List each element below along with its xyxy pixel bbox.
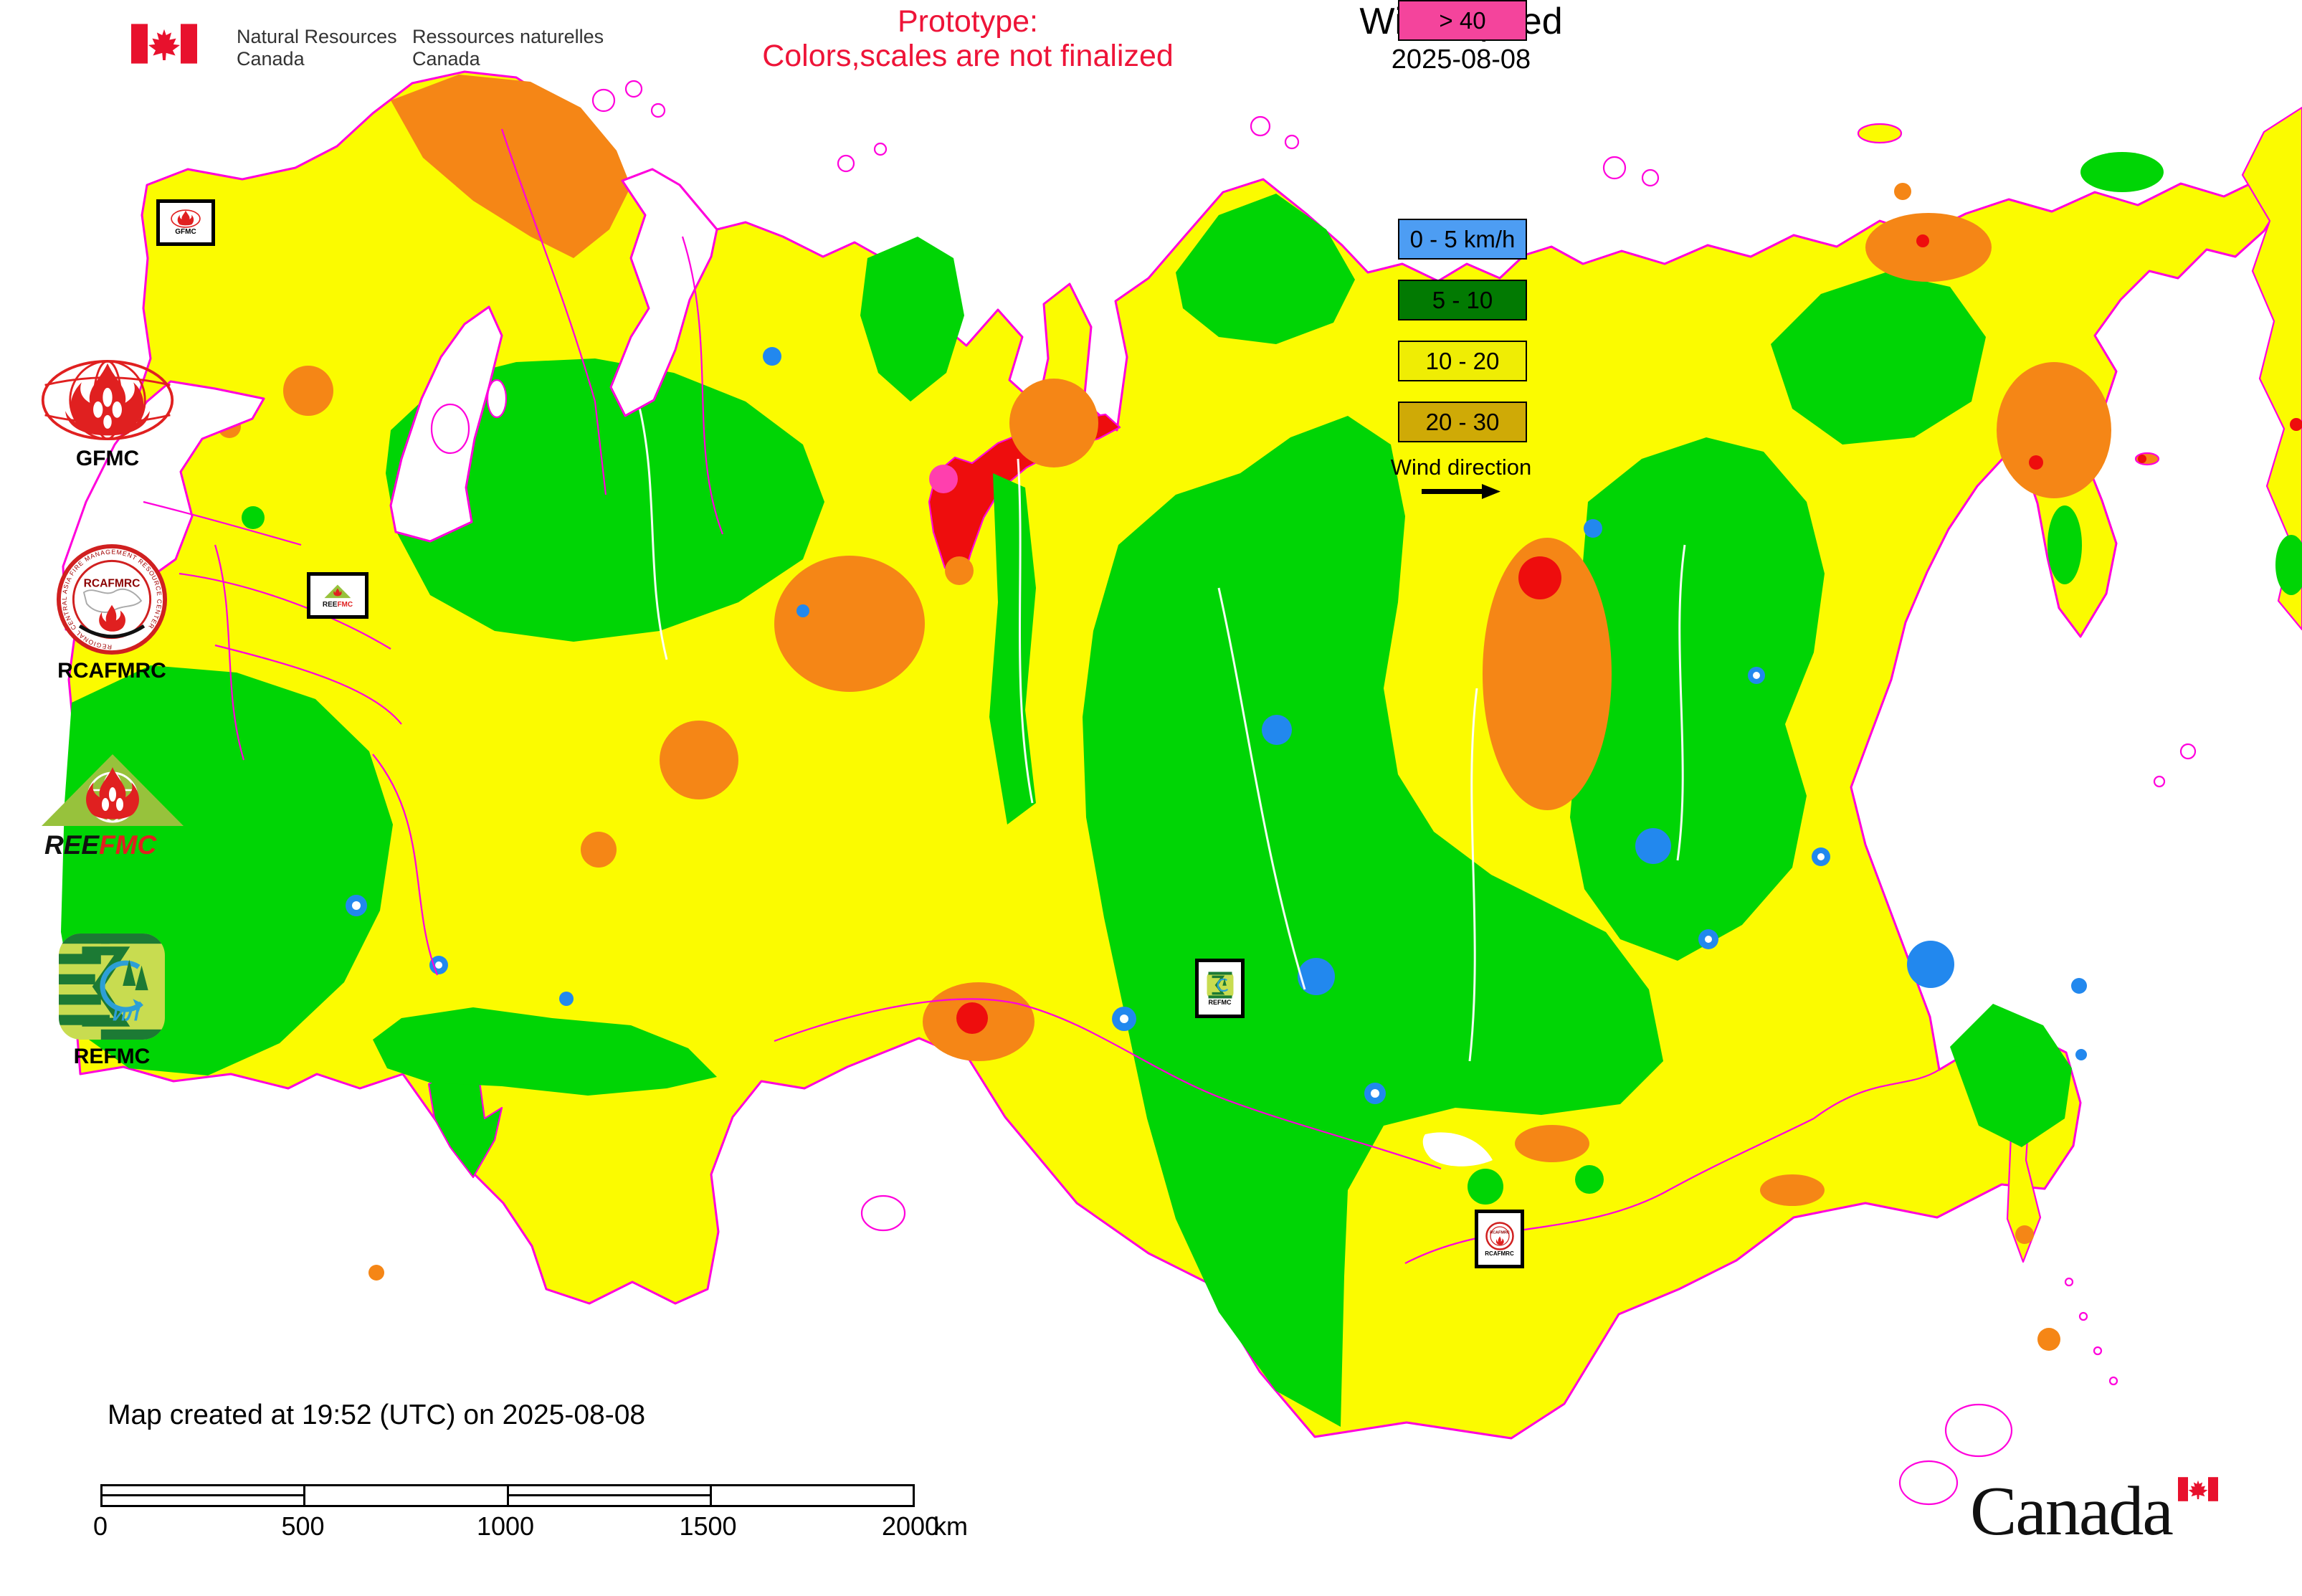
map-marker-refmc: REFMC bbox=[1195, 959, 1245, 1018]
legend-item-20-30: 20 - 30 bbox=[1398, 402, 1527, 442]
sea-and-lakes bbox=[62, 80, 2197, 1506]
rivers bbox=[637, 401, 1686, 1062]
gfmc-logo: GFMC bbox=[39, 357, 176, 471]
map-marker-reefmc: REEFMC bbox=[307, 572, 368, 619]
legend-item-label: 0 - 5 km/h bbox=[1409, 225, 1516, 252]
legend-item-label: 10 - 20 bbox=[1425, 347, 1500, 374]
reefmc-mini-icon bbox=[324, 584, 351, 599]
scale-unit: km bbox=[933, 1511, 968, 1541]
svg-text:RCAFMRC: RCAFMRC bbox=[84, 577, 141, 589]
gfmc-globe-flame-icon bbox=[41, 359, 174, 441]
canada-wordmark-flag-icon bbox=[2177, 1477, 2218, 1501]
scale-tick: 500 bbox=[281, 1511, 325, 1541]
rcafmrc-mini-icon: RCAFMRC bbox=[1485, 1221, 1514, 1250]
map-marker-label: RCAFMRC bbox=[1485, 1250, 1514, 1257]
map-marker-rcafmrc: RCAFMRC RCAFMRC bbox=[1475, 1210, 1524, 1268]
svg-text:RCAFMRC: RCAFMRC bbox=[1490, 1230, 1510, 1235]
canada-wordmark-text: Canada bbox=[1970, 1473, 2174, 1550]
reefmc-logo: REEFMC bbox=[36, 751, 190, 863]
map-marker-label: REE bbox=[322, 601, 338, 609]
legend-item-10-20: 10 - 20 bbox=[1398, 341, 1527, 381]
legend-item-5-10: 5 - 10 bbox=[1398, 280, 1527, 320]
scale-tick: 0 bbox=[92, 1511, 108, 1541]
agency-name-fr: Ressources naturelles Canada bbox=[412, 26, 604, 70]
refmc-sigma-icon: ИЛ bbox=[59, 934, 165, 1040]
legend-date: 2025-08-08 bbox=[1391, 44, 1531, 75]
map-created-timestamp: Map created at 19:52 (UTC) on 2025-08-08 bbox=[108, 1400, 646, 1430]
reefmc-triangle-icon: REEFMC bbox=[42, 754, 184, 860]
wind-direction-arrow-icon bbox=[1422, 484, 1500, 499]
calm-wind-spots bbox=[346, 347, 2087, 1104]
canada-wordmark: Canada bbox=[1970, 1471, 2218, 1552]
scale-bar-segment bbox=[508, 1486, 712, 1505]
map-marker-gfmc: GFMC bbox=[156, 199, 215, 246]
wind-direction-label: Wind direction bbox=[1390, 455, 1532, 480]
scale-bar bbox=[100, 1484, 915, 1507]
refmc-mini-icon bbox=[1207, 972, 1233, 998]
scale-tick: 2000 bbox=[881, 1511, 940, 1541]
scale-bar-segment bbox=[305, 1486, 509, 1505]
rcafmrc-label: RCAFMRC bbox=[57, 659, 166, 683]
legend: Wind Speed 2025-08-08 0 - 5 km/h 5 - 10 … bbox=[1330, 0, 1592, 523]
nrcan-header: Natural Resources Canada Ressources natu… bbox=[131, 22, 705, 72]
legend-item-label: 20 - 30 bbox=[1425, 408, 1500, 435]
map-marker-label: REFMC bbox=[1208, 998, 1232, 1006]
refmc-label: REFMC bbox=[73, 1045, 151, 1068]
scale-bar-segment bbox=[103, 1486, 306, 1505]
map-marker-label: FMC bbox=[337, 601, 353, 609]
legend-item-label: > 40 bbox=[1439, 6, 1486, 34]
gfmc-mini-icon bbox=[171, 209, 201, 228]
svg-text:ИЛ: ИЛ bbox=[113, 1004, 140, 1025]
prototype-disclaimer: Prototype: Colors,scales are not finaliz… bbox=[762, 4, 1174, 73]
legend-item-0-5: 0 - 5 km/h bbox=[1398, 219, 1527, 260]
legend-item-label: 5 - 10 bbox=[1432, 286, 1493, 313]
map-marker-label: GFMC bbox=[175, 228, 196, 236]
gfmc-label: GFMC bbox=[75, 447, 140, 470]
scale-tick: 1500 bbox=[679, 1511, 737, 1541]
scale-bar-labels: 0 500 1000 1500 2000 km bbox=[93, 1511, 968, 1547]
agency-name-en: Natural Resources Canada bbox=[237, 26, 397, 70]
wind-speed-regions bbox=[61, 75, 2302, 1427]
rcafmrc-logo: REGIONAL CENTRAL ASIA FIRE MANAGEMENT RE… bbox=[56, 543, 168, 683]
refmc-logo: ИЛ REFMC bbox=[57, 932, 166, 1069]
svg-text:REEFMC: REEFMC bbox=[44, 830, 158, 859]
scale-bar-segment bbox=[712, 1486, 913, 1505]
canada-flag-icon bbox=[131, 24, 197, 64]
rcafmrc-seal-icon: REGIONAL CENTRAL ASIA FIRE MANAGEMENT RE… bbox=[56, 543, 168, 655]
legend-item-40plus: > 40 bbox=[1398, 0, 1527, 41]
scale-tick: 1000 bbox=[476, 1511, 535, 1541]
